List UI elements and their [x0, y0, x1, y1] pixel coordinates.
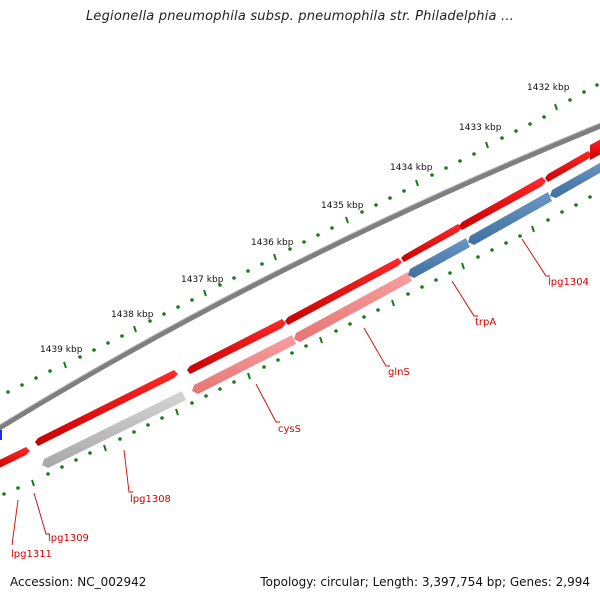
gene-label-trpA[interactable]: trpA [475, 317, 496, 328]
forward-gene[interactable] [401, 224, 462, 262]
gene-label-glnS[interactable]: glnS [388, 367, 410, 378]
forward-gene[interactable] [35, 370, 178, 446]
selection-marker [0, 430, 2, 440]
kbp-label: 1435 kbp [321, 201, 364, 211]
kbp-label: 1437 kbp [181, 275, 224, 285]
map-title: Legionella pneumophila subsp. pneumophil… [85, 9, 515, 24]
accession-text: Accession: NC_002942 [10, 575, 147, 589]
kbp-labels: 1432 kbp 1433 kbp 1434 kbp 1435 kbp 1436… [40, 83, 570, 355]
kbp-label: 1432 kbp [527, 83, 570, 93]
forward-gene[interactable] [285, 258, 402, 325]
gene-label-lpg1309[interactable]: lpg1309 [48, 533, 89, 544]
kbp-label: 1438 kbp [111, 310, 154, 320]
reverse-gene-lpg1304[interactable] [468, 192, 552, 245]
forward-gene[interactable] [459, 177, 546, 230]
reverse-gene-cysS[interactable] [192, 335, 296, 394]
inner-scale-ticks [2, 195, 592, 496]
gene-label-cysS[interactable]: cysS [278, 424, 301, 435]
forward-strand-genes [0, 137, 600, 470]
reverse-strand-genes [42, 160, 600, 468]
gene-label-lpg1311[interactable]: lpg1311 [11, 549, 52, 560]
kbp-label: 1439 kbp [40, 345, 83, 355]
kbp-label: 1434 kbp [390, 163, 433, 173]
reverse-gene-lpg1308[interactable] [42, 391, 186, 468]
forward-gene[interactable] [590, 137, 600, 160]
gene-label-lpg1308[interactable]: lpg1308 [130, 494, 171, 505]
reverse-gene-glnS[interactable] [294, 272, 412, 342]
gene-label-leaders [11, 238, 550, 546]
kbp-label: 1436 kbp [251, 238, 294, 248]
forward-gene[interactable] [0, 447, 30, 470]
chromosome-backbone-highlight [0, 122, 600, 426]
reverse-gene[interactable] [550, 160, 600, 198]
reverse-gene-trpA[interactable] [408, 238, 470, 278]
gene-labels: lpg1304 trpA glnS cysS lpg1308 lpg1309 l… [11, 277, 589, 560]
forward-gene[interactable] [187, 319, 286, 374]
gene-label-lpg1304[interactable]: lpg1304 [548, 277, 589, 288]
kbp-label: 1433 kbp [459, 123, 502, 133]
chromosome-backbone [0, 123, 600, 431]
topology-text: Topology: circular; Length: 3,397,754 bp… [260, 575, 590, 589]
forward-gene[interactable] [545, 151, 592, 182]
outer-scale-ticks [6, 83, 599, 394]
